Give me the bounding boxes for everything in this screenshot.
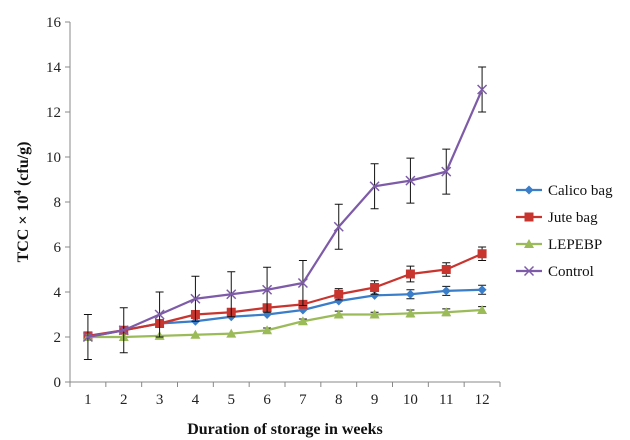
data-point: [477, 249, 487, 259]
data-point: [405, 308, 416, 318]
data-point: [297, 277, 308, 289]
series-line: [87, 89, 484, 339]
marker-stroke: [226, 289, 237, 300]
marker-stroke: [82, 331, 93, 343]
data-point: [334, 289, 344, 299]
legend-label: Control: [548, 264, 594, 280]
legend-marker: [524, 212, 534, 222]
y-tick-label: 8: [54, 195, 62, 211]
series-line: [87, 252, 483, 337]
y-tick-label: 10: [46, 150, 61, 166]
y-tick-label: 12: [46, 105, 61, 121]
legend-marker: [523, 265, 535, 277]
x-tick-label: 8: [335, 392, 343, 408]
y-tick-label: 6: [54, 240, 62, 256]
data-point: [262, 284, 273, 295]
data-point: [441, 265, 451, 274]
marker-stroke: [477, 84, 488, 95]
marker-stroke: [441, 166, 452, 177]
data-point: [369, 309, 380, 319]
marker-stroke: [154, 309, 165, 320]
marker-stroke: [118, 325, 129, 336]
marker-stroke: [405, 175, 416, 186]
y-axis-title: TCC × 104 (cfu/g): [12, 142, 32, 263]
y-tick-label: 16: [46, 15, 62, 31]
x-tick-label: 9: [371, 392, 379, 408]
legend-item-calico-bag: Calico bag: [516, 183, 613, 199]
x-tick-label: 6: [263, 392, 271, 408]
series-layer: [82, 66, 488, 360]
marker-stroke: [523, 265, 535, 277]
legend-label: LEPEBP: [548, 237, 602, 253]
data-point: [190, 329, 201, 339]
legend: Calico bag Jute bag LEPEBP Control: [516, 183, 613, 280]
legend-marker: [524, 239, 534, 248]
x-tick-label: 10: [403, 392, 418, 408]
x-axis-title: Duration of storage in weeks: [187, 421, 383, 438]
data-point: [441, 286, 451, 296]
y-tick-label: 14: [46, 60, 62, 76]
y-tick-label: 0: [54, 375, 62, 391]
legend-label: Jute bag: [548, 210, 598, 226]
marker-stroke: [262, 284, 273, 295]
data-point: [297, 316, 308, 326]
legend-marker: [524, 185, 534, 195]
data-point: [333, 309, 344, 319]
data-point: [477, 84, 488, 95]
data-point: [441, 166, 452, 177]
data-point: [405, 175, 416, 186]
y-axis-title-exponent: 4: [12, 190, 24, 196]
x-tick-label: 1: [84, 392, 92, 408]
x-tick-label: 12: [475, 392, 490, 408]
data-point: [82, 331, 93, 343]
data-point: [405, 289, 415, 299]
series-lepebp: [82, 305, 488, 341]
legend-item-control: Control: [516, 264, 594, 280]
data-point: [262, 325, 273, 335]
data-point: [226, 289, 237, 300]
y-tick-label: 4: [54, 285, 62, 301]
data-point: [154, 309, 165, 320]
data-point: [477, 285, 487, 295]
data-point: [369, 181, 380, 192]
series-line: [87, 308, 483, 339]
marker-stroke: [369, 181, 380, 192]
legend-item-lepebp: LEPEBP: [516, 237, 602, 253]
data-point: [441, 307, 452, 317]
x-tick-label: 4: [192, 392, 200, 408]
data-point: [226, 328, 237, 338]
x-tick-label: 7: [299, 392, 307, 408]
data-point: [190, 293, 201, 304]
y-axis-title-unit: (cfu/g): [15, 142, 32, 190]
marker-stroke: [190, 293, 201, 304]
data-point: [405, 269, 415, 279]
marker-stroke: [333, 221, 344, 232]
data-point: [118, 325, 129, 336]
y-axis-title-main: TCC × 10: [15, 196, 32, 263]
data-point: [477, 305, 488, 314]
x-tick-label: 5: [228, 392, 236, 408]
data-point: [333, 221, 344, 232]
data-point: [370, 290, 380, 300]
marker-stroke: [297, 277, 308, 289]
series-control: [82, 66, 488, 360]
x-tick-label: 11: [439, 392, 453, 408]
legend-label: Calico bag: [548, 183, 613, 199]
y-tick-label: 2: [54, 330, 62, 346]
x-tick-label: 2: [120, 392, 128, 408]
legend-item-jute-bag: Jute bag: [516, 210, 598, 226]
data-point: [370, 283, 380, 292]
x-tick-label: 3: [156, 392, 164, 408]
